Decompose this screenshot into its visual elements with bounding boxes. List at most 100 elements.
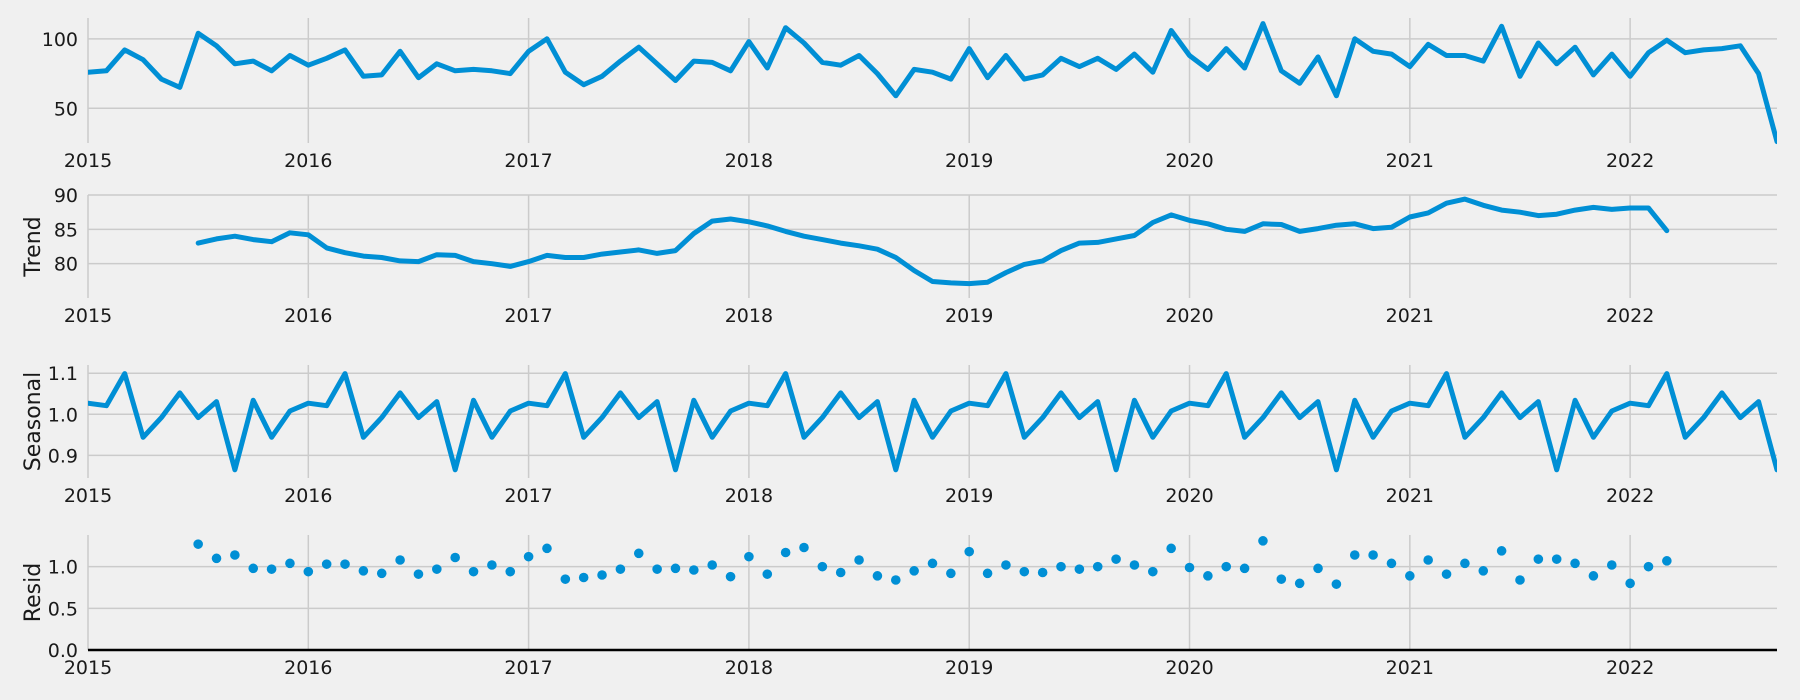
- y-tick-label: 50: [54, 98, 78, 120]
- resid-point: [1166, 543, 1176, 554]
- x-tick-label: 2015: [64, 305, 112, 327]
- y-tick-label: 0.5: [48, 598, 78, 620]
- resid-point: [1037, 567, 1048, 578]
- y-tick-label: 0.0: [48, 640, 78, 662]
- resid-point: [1441, 569, 1452, 579]
- x-tick-label: 2019: [945, 657, 993, 679]
- y-tick-label: 80: [54, 254, 78, 276]
- resid-point: [799, 542, 809, 553]
- panel-resid: 0.0 0.5 1.0 2015 2016 2017 2018 2019 2020 2021 202…: [21, 535, 1777, 679]
- resid-point: [340, 559, 350, 569]
- resid-point: [542, 543, 552, 554]
- x-tick-label: 2020: [1165, 150, 1213, 172]
- resid-point: [1276, 574, 1287, 584]
- x-tick-label: 2022: [1606, 485, 1654, 507]
- resid-point: [1533, 554, 1544, 564]
- resid-point: [1643, 561, 1654, 572]
- resid-point: [1478, 566, 1489, 576]
- resid-point: [193, 539, 203, 549]
- x-tick-label: 2017: [504, 150, 552, 172]
- resid-point: [1313, 563, 1323, 574]
- resid-point: [1001, 560, 1011, 570]
- y-axis-label: Trend: [21, 216, 46, 277]
- resid-point: [1148, 566, 1158, 577]
- resid-point: [1423, 555, 1433, 565]
- resid-point: [1551, 554, 1562, 564]
- resid-point: [1056, 561, 1066, 572]
- resid-point: [1239, 563, 1250, 574]
- resid-point: [1221, 561, 1232, 572]
- resid-point: [909, 566, 919, 576]
- y-axis-label: Seasonal: [21, 372, 46, 471]
- resid-point: [1349, 550, 1360, 560]
- resid-point: [505, 566, 516, 577]
- resid-point: [1496, 546, 1507, 556]
- x-tick-label: 2022: [1606, 657, 1654, 679]
- x-tick-label: 2015: [64, 657, 112, 679]
- resid-point: [560, 574, 571, 584]
- resid-point: [652, 564, 662, 574]
- resid-point: [285, 558, 295, 569]
- resid-point: [946, 568, 956, 579]
- y-tick-label: 0.9: [48, 445, 78, 467]
- resid-point: [1515, 575, 1525, 585]
- resid-point: [670, 563, 681, 574]
- y-axis-label: Resid: [21, 563, 46, 622]
- y-tick-label: 85: [54, 219, 78, 241]
- resid-point: [890, 575, 901, 585]
- x-tick-label: 2020: [1165, 305, 1213, 327]
- y-tick-label: 90: [54, 185, 78, 207]
- panel-observed: 50 100 2015 2016 2017 2018 2019 2020 2021 2022: [42, 18, 1777, 172]
- x-tick-label: 2018: [725, 657, 773, 679]
- resid-point: [1258, 536, 1268, 546]
- resid-point: [1405, 571, 1415, 581]
- resid-point: [266, 564, 277, 574]
- resid-point: [725, 571, 736, 582]
- panel-seasonal: 0.9 1.0 1.1 2015 2016 2017 2018 2019 2020 2021 202…: [21, 363, 1777, 507]
- resid-point: [1588, 571, 1599, 581]
- resid-point: [211, 553, 222, 564]
- x-tick-label: 2021: [1386, 150, 1434, 172]
- resid-point: [1331, 579, 1342, 589]
- resid-point: [1019, 566, 1030, 577]
- series-line: [88, 371, 1777, 473]
- resid-point: [303, 566, 314, 577]
- resid-point: [1625, 578, 1635, 589]
- resid-point: [1184, 562, 1195, 573]
- x-tick-label: 2015: [64, 485, 112, 507]
- resid-point: [1606, 560, 1617, 570]
- resid-point: [413, 569, 424, 579]
- resid-point: [1570, 558, 1580, 569]
- resid-point: [854, 555, 864, 565]
- resid-point: [1294, 578, 1305, 589]
- resid-point: [982, 568, 993, 579]
- resid-point: [523, 551, 534, 562]
- resid-point: [633, 548, 644, 559]
- x-tick-label: 2018: [725, 150, 773, 172]
- resid-point: [780, 547, 791, 558]
- resid-point: [358, 566, 369, 576]
- y-tick-label: 1.1: [48, 363, 78, 385]
- resid-point: [1074, 564, 1085, 574]
- x-tick-label: 2020: [1165, 485, 1213, 507]
- resid-point: [248, 563, 259, 574]
- resid-point: [1368, 550, 1378, 560]
- resid-point: [1460, 558, 1470, 569]
- x-tick-label: 2018: [725, 485, 773, 507]
- x-tick-label: 2016: [284, 657, 332, 679]
- resid-point: [615, 564, 626, 574]
- resid-point: [432, 564, 442, 574]
- x-tick-label: 2017: [504, 657, 552, 679]
- x-tick-label: 2021: [1386, 485, 1434, 507]
- resid-point: [597, 570, 607, 580]
- x-tick-label: 2016: [284, 485, 332, 507]
- x-tick-label: 2020: [1165, 657, 1213, 679]
- resid-point: [817, 561, 828, 572]
- resid-point: [321, 559, 332, 569]
- y-tick-label: 1.0: [48, 557, 78, 579]
- series-line: [88, 21, 1777, 145]
- resid-point: [468, 566, 479, 577]
- x-tick-label: 2016: [284, 305, 332, 327]
- resid-point: [1111, 554, 1121, 564]
